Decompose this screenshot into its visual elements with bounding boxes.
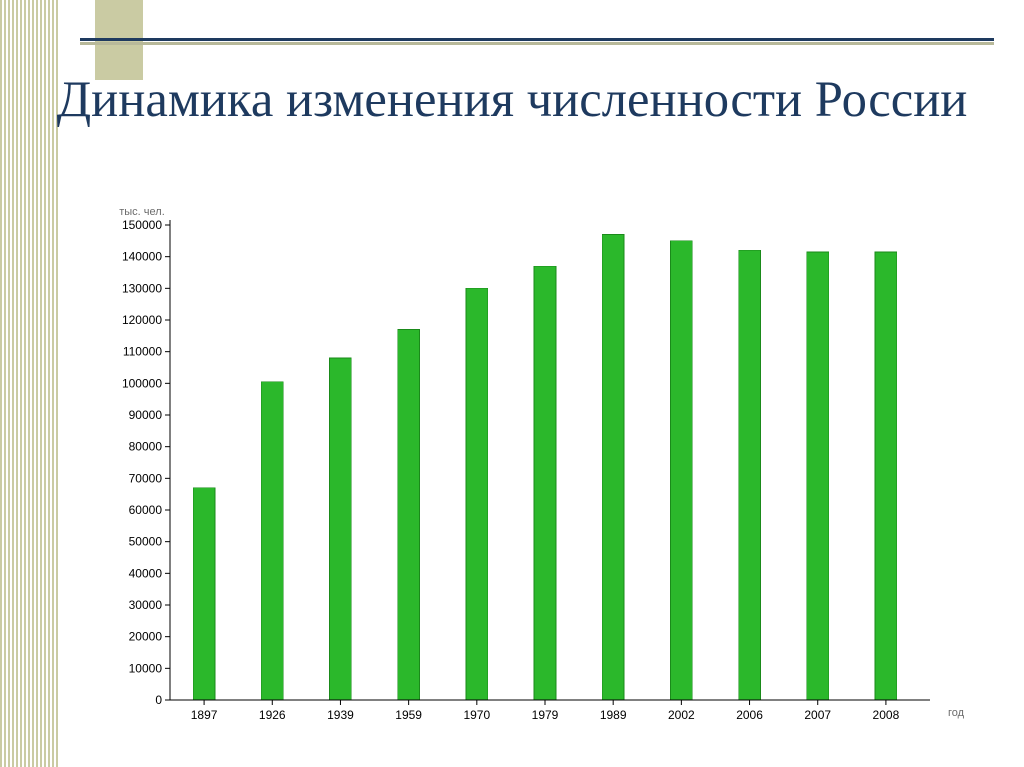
y-tick-label: 80000	[129, 440, 163, 454]
x-tick-label: 1970	[463, 708, 490, 722]
y-tick-label: 140000	[122, 250, 162, 264]
bar	[466, 288, 488, 700]
y-tick-label: 120000	[122, 313, 162, 327]
x-tick-label: 1926	[259, 708, 286, 722]
x-tick-label: 2006	[736, 708, 763, 722]
y-tick-label: 60000	[129, 503, 163, 517]
slide-title: Динамика изменения численности России	[0, 70, 1024, 128]
y-tick-label: 50000	[129, 535, 163, 549]
y-tick-label: 0	[155, 693, 162, 707]
title-rule	[80, 38, 994, 41]
x-axis-title: год	[948, 707, 965, 719]
x-tick-label: 1989	[600, 708, 627, 722]
bar	[193, 488, 215, 700]
y-tick-label: 110000	[123, 345, 162, 359]
bar	[534, 266, 556, 700]
y-tick-label: 130000	[122, 281, 162, 295]
y-tick-label: 150000	[122, 218, 162, 232]
bar	[398, 330, 420, 701]
bar	[330, 358, 352, 700]
x-tick-label: 2008	[873, 708, 900, 722]
x-tick-label: 2002	[668, 708, 695, 722]
x-tick-label: 2007	[804, 708, 831, 722]
bar	[261, 382, 283, 700]
y-tick-label: 20000	[129, 630, 163, 644]
x-tick-label: 1979	[532, 708, 559, 722]
y-tick-label: 40000	[129, 566, 163, 580]
y-tick-label: 90000	[129, 408, 163, 422]
y-tick-label: 70000	[129, 471, 163, 485]
chart-svg: тыс. чел. 0 10000 20000 30000 40000 50000 60000…	[100, 200, 970, 740]
bar	[670, 241, 692, 700]
y-tick-label: 30000	[129, 598, 163, 612]
bar	[602, 235, 624, 701]
bar	[739, 250, 761, 700]
bar	[807, 252, 829, 700]
x-tick-label: 1897	[191, 708, 218, 722]
population-chart: тыс. чел. 0 10000 20000 30000 40000 50000 60000…	[100, 200, 970, 740]
bar	[875, 252, 897, 700]
slide-root: Динамика изменения численности России ты…	[0, 0, 1024, 767]
x-tick-label: 1939	[327, 708, 354, 722]
y-tick-label: 10000	[129, 661, 163, 675]
y-tick-label: 100000	[122, 376, 162, 390]
x-tick-label: 1959	[395, 708, 422, 722]
y-axis-title: тыс. чел.	[119, 206, 165, 218]
